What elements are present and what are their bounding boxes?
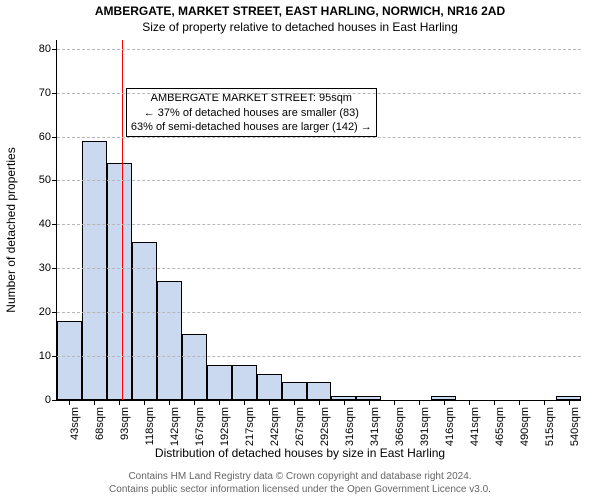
histogram-bar bbox=[232, 365, 257, 400]
x-tick-mark bbox=[419, 400, 420, 405]
x-tick-mark bbox=[544, 400, 545, 405]
histogram-bar bbox=[82, 141, 107, 400]
x-tick-label: 490sqm bbox=[519, 407, 531, 446]
x-tick-label: 391sqm bbox=[419, 407, 431, 446]
x-tick-label: 316sqm bbox=[344, 407, 356, 446]
x-tick-mark bbox=[394, 400, 395, 405]
histogram-bar bbox=[207, 365, 232, 400]
x-tick-mark bbox=[369, 400, 370, 405]
x-tick-label: 441sqm bbox=[469, 407, 481, 446]
x-tick-label: 515sqm bbox=[544, 407, 556, 446]
y-tick-label: 80 bbox=[39, 43, 57, 55]
histogram-bar bbox=[307, 382, 332, 400]
x-tick-label: 118sqm bbox=[144, 407, 156, 445]
y-tick-label: 40 bbox=[39, 218, 57, 230]
x-tick-mark bbox=[294, 400, 295, 405]
y-tick-label: 20 bbox=[39, 306, 57, 318]
x-tick-label: 267sqm bbox=[294, 407, 306, 446]
histogram-bar bbox=[57, 321, 82, 400]
reference-line bbox=[122, 40, 123, 400]
histogram-bar bbox=[157, 281, 182, 400]
x-tick-mark bbox=[469, 400, 470, 405]
credits-line-2: Contains public sector information licen… bbox=[0, 484, 600, 497]
chart-title-main: AMBERGATE, MARKET STREET, EAST HARLING, … bbox=[0, 4, 600, 18]
x-tick-mark bbox=[319, 400, 320, 405]
y-axis-label: Number of detached properties bbox=[4, 65, 18, 230]
x-tick-label: 242sqm bbox=[269, 407, 281, 446]
x-tick-mark bbox=[494, 400, 495, 405]
annotation-line-1: AMBERGATE MARKET STREET: 95sqm bbox=[131, 91, 372, 105]
x-tick-mark bbox=[94, 400, 95, 405]
annotation-line-2: ← 37% of detached houses are smaller (83… bbox=[131, 106, 372, 120]
x-tick-label: 366sqm bbox=[394, 407, 406, 446]
credits-line-1: Contains HM Land Registry data © Crown c… bbox=[0, 471, 600, 484]
x-tick-label: 167sqm bbox=[194, 407, 206, 446]
x-tick-mark bbox=[344, 400, 345, 405]
annotation-line-3: 63% of semi-detached houses are larger (… bbox=[131, 120, 372, 134]
y-tick-label: 10 bbox=[39, 350, 57, 362]
histogram-bar bbox=[182, 334, 207, 400]
x-tick-label: 465sqm bbox=[494, 407, 506, 446]
x-tick-mark bbox=[144, 400, 145, 405]
x-tick-label: 192sqm bbox=[219, 407, 231, 446]
x-tick-label: 540sqm bbox=[569, 407, 581, 446]
x-tick-mark bbox=[219, 400, 220, 405]
x-tick-label: 68sqm bbox=[94, 407, 106, 440]
x-tick-label: 416sqm bbox=[444, 407, 456, 446]
y-tick-label: 30 bbox=[39, 262, 57, 274]
histogram-bar bbox=[282, 382, 307, 400]
y-tick-label: 60 bbox=[39, 131, 57, 143]
histogram-bar bbox=[107, 163, 132, 400]
x-tick-mark bbox=[69, 400, 70, 405]
x-tick-label: 43sqm bbox=[69, 407, 81, 440]
x-tick-mark bbox=[569, 400, 570, 405]
x-tick-label: 93sqm bbox=[119, 407, 131, 440]
x-tick-mark bbox=[119, 400, 120, 405]
x-axis-label: Distribution of detached houses by size … bbox=[0, 446, 600, 460]
x-tick-mark bbox=[444, 400, 445, 405]
x-tick-label: 292sqm bbox=[319, 407, 331, 446]
x-tick-label: 341sqm bbox=[369, 407, 381, 446]
x-tick-label: 217sqm bbox=[244, 407, 256, 446]
x-tick-mark bbox=[194, 400, 195, 405]
x-tick-label: 142sqm bbox=[169, 407, 181, 446]
y-tick-label: 70 bbox=[39, 87, 57, 99]
x-tick-mark bbox=[519, 400, 520, 405]
annotation-box: AMBERGATE MARKET STREET: 95sqm ← 37% of … bbox=[126, 88, 377, 137]
histogram-bar bbox=[132, 242, 157, 400]
x-tick-mark bbox=[169, 400, 170, 405]
y-tick-label: 0 bbox=[45, 394, 57, 406]
data-credits: Contains HM Land Registry data © Crown c… bbox=[0, 471, 600, 496]
x-tick-mark bbox=[244, 400, 245, 405]
y-tick-label: 50 bbox=[39, 174, 57, 186]
chart-title-sub: Size of property relative to detached ho… bbox=[0, 20, 600, 34]
histogram-plot: AMBERGATE MARKET STREET: 95sqm ← 37% of … bbox=[56, 40, 581, 401]
x-tick-mark bbox=[269, 400, 270, 405]
histogram-bar bbox=[257, 374, 282, 400]
